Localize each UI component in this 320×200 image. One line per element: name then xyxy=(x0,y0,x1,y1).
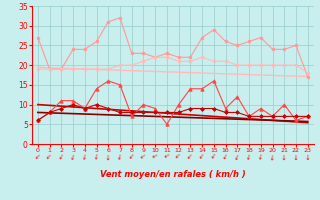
Text: ↓: ↓ xyxy=(92,155,100,161)
Text: ↓: ↓ xyxy=(43,153,52,161)
Text: ↓: ↓ xyxy=(220,154,228,162)
Text: ↓: ↓ xyxy=(269,155,276,161)
Text: ↓: ↓ xyxy=(196,153,204,162)
Text: ↓: ↓ xyxy=(126,153,134,162)
Text: ↓: ↓ xyxy=(208,153,216,162)
Text: ↓: ↓ xyxy=(32,153,40,161)
Text: ↓: ↓ xyxy=(116,154,123,162)
Text: ↓: ↓ xyxy=(105,155,111,161)
Text: ↓: ↓ xyxy=(148,152,156,160)
Text: ↓: ↓ xyxy=(160,152,168,161)
Text: ↓: ↓ xyxy=(244,154,252,162)
Text: ↓: ↓ xyxy=(80,154,88,162)
Text: ↓: ↓ xyxy=(281,155,287,161)
Text: ↓: ↓ xyxy=(172,153,180,161)
Text: ↓: ↓ xyxy=(293,155,299,161)
Text: ↓: ↓ xyxy=(305,155,311,161)
X-axis label: Vent moyen/en rafales ( km/h ): Vent moyen/en rafales ( km/h ) xyxy=(100,170,246,179)
Text: ↓: ↓ xyxy=(68,154,76,162)
Text: ↓: ↓ xyxy=(184,153,193,161)
Text: ↓: ↓ xyxy=(137,153,145,161)
Text: ↓: ↓ xyxy=(56,154,64,162)
Text: ↓: ↓ xyxy=(257,154,264,162)
Text: ↓: ↓ xyxy=(232,154,240,162)
